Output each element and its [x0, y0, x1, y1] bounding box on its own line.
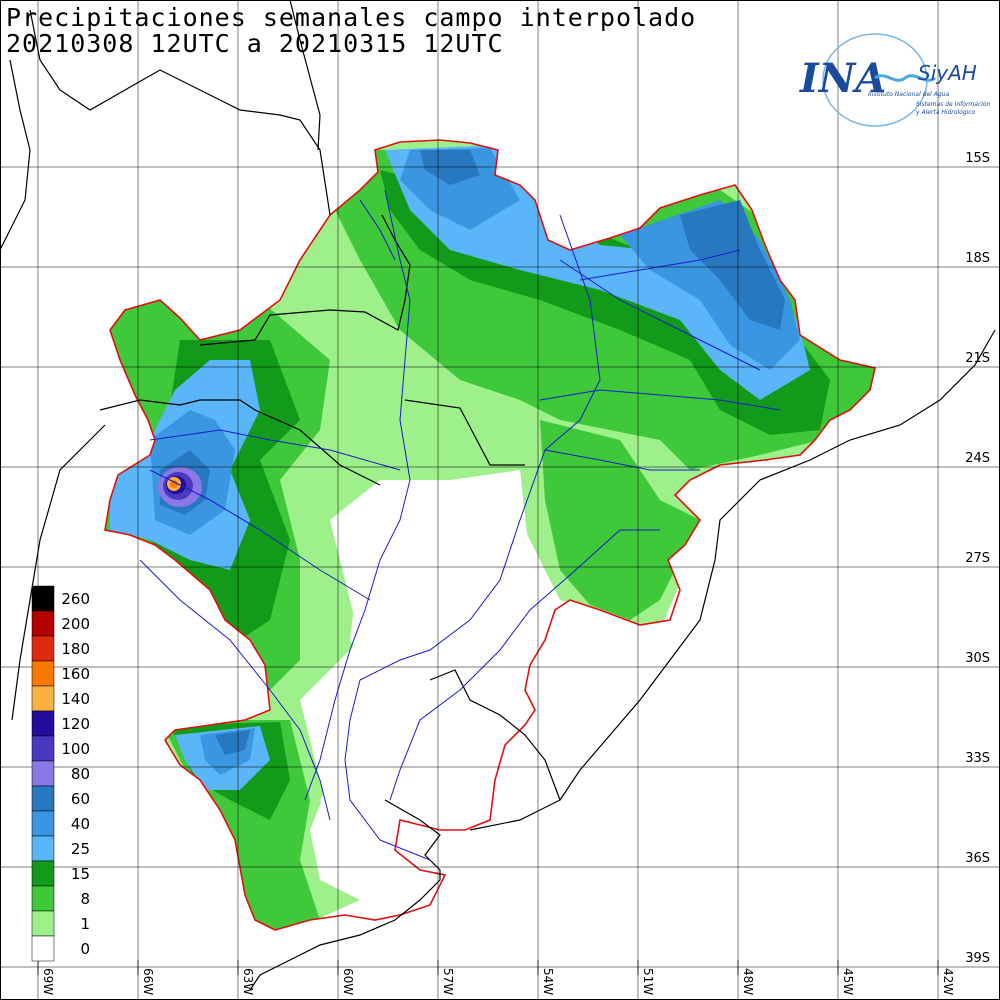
lat-label-18s: 18S — [965, 251, 990, 266]
legend-label: 80 — [71, 765, 90, 783]
legend-swatch — [31, 860, 55, 887]
legend-swatch — [31, 885, 55, 912]
field-60mm-south — [215, 730, 250, 755]
lat-label-24s: 24S — [965, 451, 990, 466]
legend-label: 260 — [61, 590, 90, 608]
border-brazil-north — [289, 0, 321, 151]
lon-label-60w: 60W — [341, 968, 355, 995]
legend-swatch — [31, 810, 55, 837]
legend-label: 25 — [71, 840, 90, 858]
lon-label-57w: 57W — [441, 968, 455, 995]
longitude-labels: 69W 66W 63W 60W 57W 54W 51W 48W 45W 42W — [41, 968, 955, 995]
graticule-lat — [0, 166, 1000, 968]
legend-label: 100 — [61, 740, 90, 758]
border-chile-argentina — [11, 424, 106, 721]
map-title-line2: 20210308 12UTC a 20210315 12UTC — [6, 29, 504, 58]
ina-siyah-logo: INA SiyAH Instituto Nacional del Agua Si… — [799, 33, 991, 127]
river-uruguay — [389, 529, 660, 801]
lon-label-54w: 54W — [541, 968, 555, 995]
border-uruguay — [429, 669, 561, 831]
legend-swatch — [31, 735, 55, 762]
river-iguazu — [544, 449, 700, 471]
border-west-chile — [0, 59, 31, 251]
lon-label-63w: 63W — [241, 968, 255, 995]
legend-label: 15 — [71, 865, 90, 883]
field-8mm-east — [540, 420, 700, 620]
border-argentina-north — [99, 399, 381, 486]
river-salado — [139, 559, 331, 821]
legend-label: 180 — [61, 640, 90, 658]
field-60mm-north — [420, 150, 480, 185]
lat-label-15s: 15S — [965, 151, 990, 166]
lat-label-27s: 27S — [965, 551, 990, 566]
legend-swatch — [31, 935, 55, 962]
river-cuiaba — [359, 199, 396, 261]
coast-plata — [249, 799, 441, 991]
latitude-labels: 15S 18S 21S 24S 27S 30S 33S 36S 39S — [965, 151, 990, 966]
logo-subtitle-1: Instituto Nacional del Agua — [868, 91, 949, 98]
field-60mm-east — [680, 200, 785, 330]
river-bermejo — [149, 469, 371, 601]
logo-siyah-text: SiyAH — [918, 61, 977, 85]
lon-label-42w: 42W — [941, 968, 955, 995]
legend-label: 1 — [80, 915, 90, 933]
precip-legend: 260 200 180 160 140 120 100 80 60 40 25 15 8 1 0 — [31, 585, 90, 962]
legend-label: 200 — [61, 615, 90, 633]
legend-swatch — [31, 835, 55, 862]
lon-label-51w: 51W — [641, 968, 655, 995]
legend-label: 8 — [80, 890, 90, 908]
legend-label: 160 — [61, 665, 90, 683]
rivers — [139, 189, 781, 861]
river-paranaiba — [579, 249, 741, 281]
legend-swatch — [31, 760, 55, 787]
logo-subtitle-2: Sistemas de Información — [916, 101, 991, 108]
map-title-line1: Precipitaciones semanales campo interpol… — [6, 3, 696, 32]
lon-label-45w: 45W — [841, 968, 855, 995]
lat-label-21s: 21S — [965, 351, 990, 366]
river-paraguay — [304, 189, 411, 801]
lat-label-30s: 30S — [965, 651, 990, 666]
coast-atlantic — [559, 329, 996, 801]
basin-border — [104, 139, 876, 931]
legend-swatch — [31, 585, 55, 612]
legend-swatch — [31, 710, 55, 737]
legend-swatch — [31, 685, 55, 712]
legend-swatch — [31, 910, 55, 937]
legend-swatch — [31, 610, 55, 637]
logo-subtitle-3: y Alerta Hidrológico — [915, 109, 976, 116]
logo-wave-icon — [874, 74, 936, 82]
legend-label: 60 — [71, 790, 90, 808]
longitude-grid — [37, 960, 939, 975]
border-paraguay-brazil — [404, 399, 525, 466]
lat-label-39s: 39S — [965, 951, 990, 966]
logo-ina-text: INA — [799, 55, 886, 102]
lon-label-66w: 66W — [141, 968, 155, 995]
lat-label-33s: 33S — [965, 751, 990, 766]
legend-swatch — [31, 785, 55, 812]
legend-label: 0 — [80, 940, 90, 958]
legend-swatch — [31, 635, 55, 662]
river-parana-upper — [359, 214, 601, 681]
lat-label-36s: 36S — [965, 851, 990, 866]
lon-label-69w: 69W — [41, 968, 55, 995]
field-zero-patch-1 — [320, 470, 545, 840]
border-bolivia-brazil — [29, 9, 331, 216]
graticule-lon — [37, 0, 939, 1000]
field-160mm — [170, 480, 178, 488]
legend-label: 40 — [71, 815, 90, 833]
river-pilcomayo — [149, 429, 401, 471]
lon-label-48w: 48W — [741, 968, 755, 995]
legend-label: 140 — [61, 690, 90, 708]
legend-swatch — [31, 660, 55, 687]
border-bolivia-paraguay — [199, 214, 411, 346]
river-grande — [559, 259, 761, 371]
river-parana-lower — [344, 679, 431, 861]
river-tiete — [539, 389, 781, 411]
legend-label: 120 — [61, 715, 90, 733]
